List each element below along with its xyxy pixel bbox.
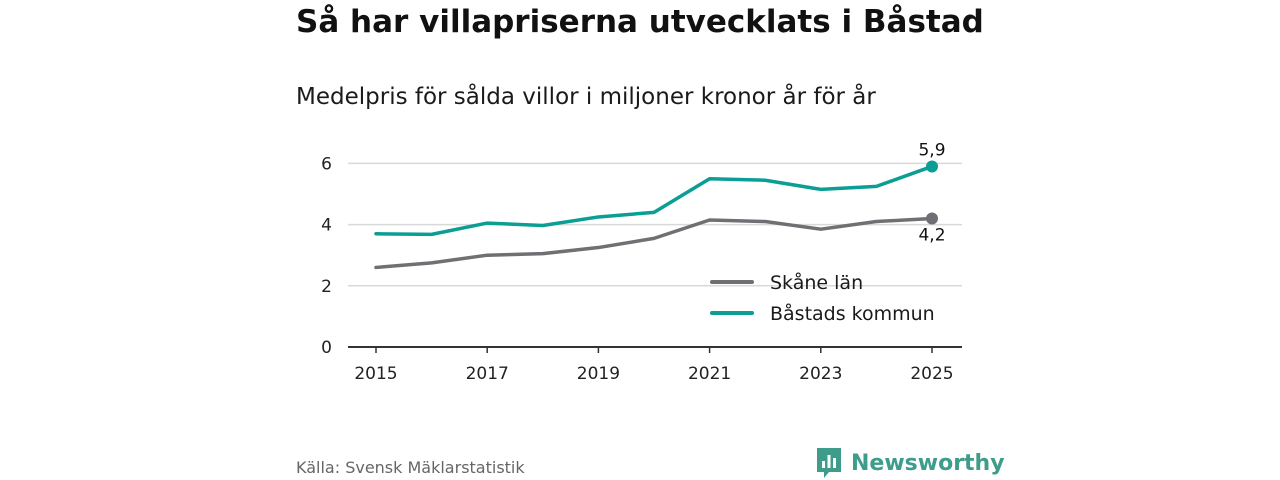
x-tick-label-2015: 2015: [354, 364, 397, 384]
x-tick-label-2025: 2025: [910, 364, 953, 384]
end-label-bastads-kommun: 5,9: [918, 140, 945, 160]
end-label-skane-lan: 4,2: [918, 225, 945, 245]
x-tick-label-2019: 2019: [577, 364, 620, 384]
chart-title: Så har villapriserna utvecklats i Båstad: [296, 4, 984, 40]
newsworthy-logo-icon: [817, 448, 841, 478]
end-marker-bastads-kommun: [926, 160, 938, 173]
brand-name: Newsworthy: [851, 450, 1005, 476]
x-tick-label-2017: 2017: [466, 364, 509, 384]
series-line-bastads-kommun: [374, 164, 934, 237]
brand-logo: Newsworthy: [815, 446, 1005, 480]
x-tick-label-2021: 2021: [688, 364, 731, 384]
legend-label-bastads-kommun: Båstads kommun: [770, 302, 935, 325]
end-marker-skane-lan: [926, 212, 938, 225]
legend-label-skane-lan: Skåne län: [770, 271, 863, 294]
y-tick-label-4: 4: [321, 216, 332, 236]
series-line-skane-lan: [374, 216, 934, 270]
source-note: Källa: Svensk Mäklarstatistik: [296, 458, 525, 477]
x-tick-label-2023: 2023: [799, 364, 842, 384]
y-tick-label-6: 6: [321, 154, 332, 174]
chart-subtitle: Medelpris för sålda villor i miljoner kr…: [296, 84, 876, 110]
y-tick-label-0: 0: [321, 338, 332, 358]
y-tick-label-2: 2: [321, 277, 332, 297]
